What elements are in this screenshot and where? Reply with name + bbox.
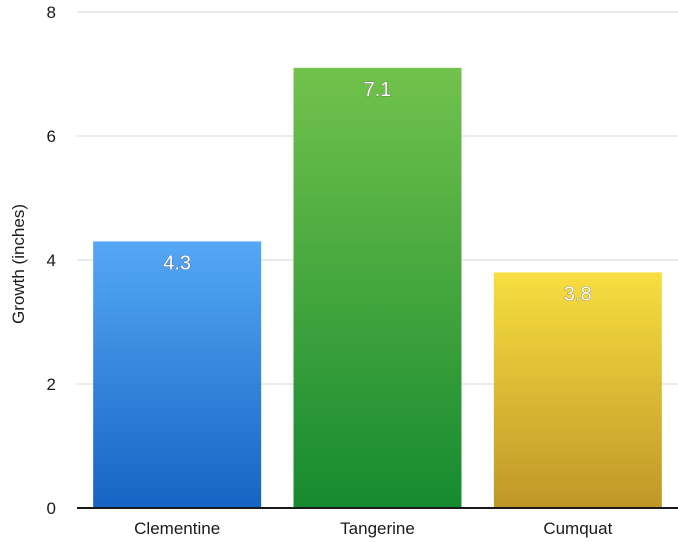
x-category-label: Tangerine <box>340 519 415 538</box>
bars <box>93 67 662 509</box>
bar-tangerine <box>293 67 462 509</box>
y-tick-label: 4 <box>47 251 56 270</box>
bar-clementine <box>93 241 262 508</box>
data-labels: 4.3 7.1 3.8 <box>163 79 592 306</box>
y-tick-label: 6 <box>47 127 56 146</box>
data-label: 4.3 <box>163 252 191 274</box>
y-tick-label: 0 <box>47 499 56 518</box>
bar-cumquat <box>493 272 662 508</box>
y-tick-label: 2 <box>47 375 56 394</box>
y-axis-ticks: 0 2 4 6 8 <box>47 3 56 518</box>
x-axis-categories: Clementine Tangerine Cumquat <box>134 519 612 538</box>
data-label: 3.8 <box>564 283 592 305</box>
data-label: 7.1 <box>364 79 392 101</box>
x-category-label: Clementine <box>134 519 220 538</box>
x-category-label: Cumquat <box>543 519 612 538</box>
y-tick-label: 8 <box>47 3 56 22</box>
y-axis-title: Growth (inches) <box>9 204 28 324</box>
